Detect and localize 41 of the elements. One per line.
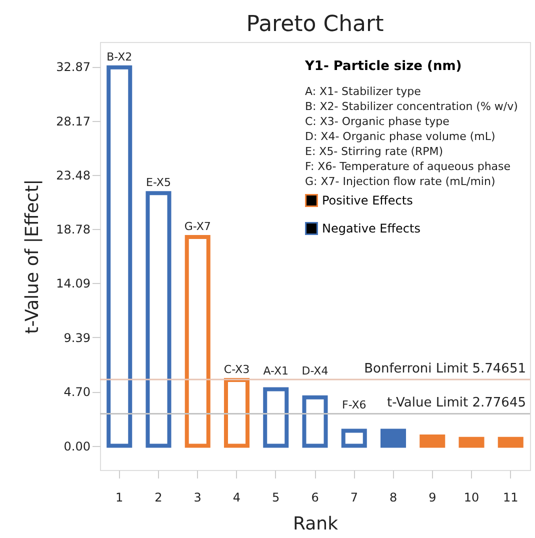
data-label: D-X4	[302, 364, 328, 378]
y-axis-title: t-Value of |Effect|	[22, 179, 44, 334]
annotation: C: X3- Organic phase type	[305, 115, 450, 128]
x-tick-label: 3	[194, 490, 202, 504]
x-tick-label: 1	[116, 490, 124, 504]
annotation: A: X1- Stabilizer type	[305, 85, 422, 98]
x-axis-title: Rank	[293, 514, 339, 534]
ref-line-label: t-Value Limit 2.77645	[387, 396, 526, 411]
y-tick-label: 28.17	[56, 114, 90, 128]
x-tick-label: 8	[389, 490, 398, 504]
data-label: C-X3	[224, 363, 250, 376]
x-tick-label: 6	[311, 490, 319, 504]
y-tick-label: 0.00	[64, 439, 90, 454]
x-tick-label: 9	[428, 490, 436, 504]
x-tick-label: 10	[464, 490, 480, 504]
y-tick-label: 23.48	[56, 168, 90, 182]
chart-title: Pareto Chart	[246, 12, 384, 37]
annotation: B: X2- Stabilizer concentration (% w/v)	[305, 100, 518, 113]
y-tick-label: 9.39	[64, 330, 90, 345]
annotation: G: X7- Injection flow rate (mL/min)	[305, 175, 496, 188]
x-tick-label: 5	[272, 490, 280, 504]
y-tick-label: 32.87	[56, 60, 90, 74]
y-tick-label: 14.09	[56, 276, 90, 291]
x-tick-label: 4	[232, 490, 241, 504]
annotation: F: X6- Temperature of aqueous phase	[305, 160, 511, 173]
legend-title: Y1- Particle size (nm)	[304, 59, 462, 74]
y-tick-label: 18.78	[56, 222, 90, 237]
data-label: B-X2	[106, 50, 132, 64]
y-tick-label: 4.70	[64, 385, 90, 400]
data-label: G-X7	[184, 220, 211, 233]
x-tick-label: 7	[350, 490, 358, 504]
data-label: E-X5	[146, 176, 171, 190]
annotation: E: X5- Stirring rate (RPM)	[305, 145, 444, 158]
annotation: D: X4- Organic phase volume (mL)	[305, 130, 496, 143]
legend-label: Negative Effects	[322, 222, 420, 236]
legend-label: Positive Effects	[322, 194, 413, 208]
data-label: F-X6	[342, 398, 366, 412]
x-tick-label: 11	[502, 490, 518, 504]
x-tick-label: 2	[154, 490, 162, 504]
ref-line-label: Bonferroni Limit 5.74651	[364, 361, 526, 376]
data-label: A-X1	[263, 364, 288, 378]
